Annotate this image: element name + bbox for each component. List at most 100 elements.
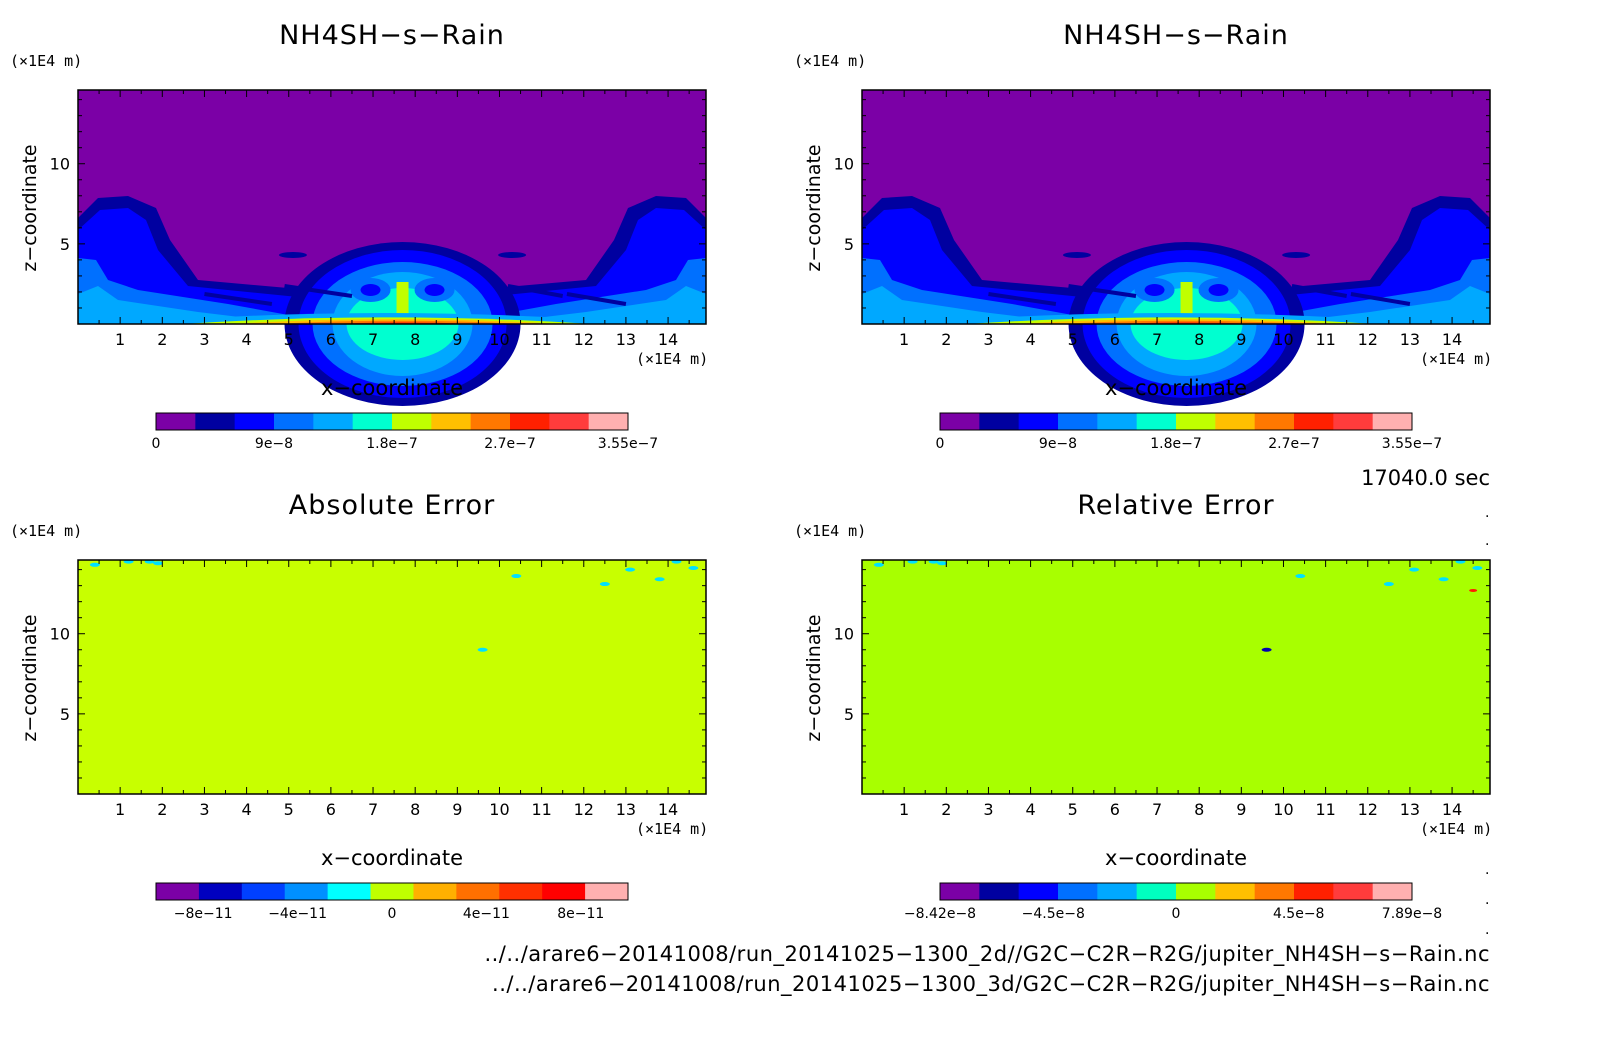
footer-file-path-1: ../../arare6−20141008/run_20141025−1300_… (484, 942, 1490, 966)
colorbar-swatch (549, 413, 590, 430)
x-tick-label: 3 (199, 330, 209, 349)
x-tick-label: 1 (899, 330, 909, 349)
streak-contour (204, 292, 273, 306)
colorbar-swatch (392, 413, 432, 430)
x-unit-label: (×1E4 m) (1420, 350, 1493, 368)
colorbar-swatch (313, 413, 354, 430)
error-blob (1438, 577, 1449, 582)
plot-frame (861, 89, 1491, 325)
x-unit-label: (×1E4 m) (1420, 820, 1493, 838)
streak-contour (1350, 292, 1411, 306)
error-blob (477, 647, 488, 652)
y-tick-label: 5 (844, 235, 854, 254)
x-tick-label: 7 (368, 800, 378, 819)
colorbar-tick-label: 4e−11 (463, 906, 510, 922)
y-unit-label: (×1E4 m) (794, 52, 867, 70)
colorbar-swatch (1372, 883, 1413, 900)
colorbar-swatch (1294, 413, 1334, 430)
colorbar-swatch (156, 413, 196, 430)
x-tick-label: 2 (157, 330, 167, 349)
y-tick-label: 5 (60, 235, 70, 254)
colorbar-swatch (499, 883, 543, 900)
colorbar-tick-label: −8e−11 (174, 906, 233, 922)
x-tick-label: 8 (1194, 800, 1204, 819)
colorbar-swatch (1136, 413, 1177, 430)
colorbar-swatch (940, 413, 980, 430)
colorbar-swatch (979, 883, 1020, 900)
streak-contour (1291, 284, 1348, 298)
surface-layer-contour (271, 320, 525, 324)
y-tick-label: 10 (50, 155, 70, 174)
x-tick-label: 3 (199, 800, 209, 819)
x-tick-label: 6 (1110, 800, 1120, 819)
x-axis-label: x−coordinate (1104, 846, 1248, 870)
x-tick-label: 10 (489, 800, 509, 819)
colorbar-tick-label: 2.7e−7 (484, 436, 536, 452)
streak-contour (1282, 252, 1311, 258)
x-axis-label: x−coordinate (320, 376, 464, 400)
x-tick-label: 4 (241, 330, 251, 349)
heatmap-field (78, 90, 706, 406)
x-tick-label: 14 (658, 330, 678, 349)
colorbar-swatch (1333, 883, 1374, 900)
x-tick-label: 13 (1400, 330, 1420, 349)
x-tick-label: 13 (616, 800, 636, 819)
error-blob (599, 582, 610, 587)
error-blob (937, 561, 948, 566)
y-tick-label: 10 (834, 155, 854, 174)
x-tick-label: 7 (1152, 330, 1162, 349)
x-tick-label: 5 (284, 330, 294, 349)
colorbar-tick-label: 1.8e−7 (366, 436, 418, 452)
colorbar-swatch (370, 883, 414, 900)
x-tick-label: 12 (574, 800, 594, 819)
dot-marker: . (1485, 533, 1490, 549)
x-tick-label: 12 (574, 330, 594, 349)
dot-marker: . (1485, 505, 1490, 521)
error-blob (1295, 574, 1306, 579)
colorbar: −8.42e−8 −4.5e−8 0 4.5e−8 7.89e−8 (904, 882, 1442, 922)
y-unit-label: (×1E4 m) (10, 522, 83, 540)
vortex-core-contour (1208, 284, 1229, 296)
panel-title: NH4SH−s−Rain (1063, 20, 1289, 51)
colorbar-swatch (1097, 883, 1138, 900)
x-tick-label: 2 (941, 330, 951, 349)
colorbar-swatch (413, 883, 457, 900)
x-tick-label: 12 (1358, 330, 1378, 349)
colorbar-tick-label: 0 (152, 436, 161, 452)
error-blob (1383, 582, 1394, 587)
colorbar-swatch (352, 413, 393, 430)
y-axis: 5 10 (834, 99, 1490, 309)
error-blob (1409, 567, 1420, 572)
dot-marker: . (1485, 922, 1490, 938)
error-blob (873, 562, 884, 567)
error-blob (625, 567, 636, 572)
colorbar-swatch (1058, 413, 1098, 430)
colorbar-swatch (1333, 413, 1374, 430)
colorbar-tick-label: 0 (1172, 906, 1181, 922)
y-tick-label: 5 (844, 705, 854, 724)
dot-marker: . (1485, 862, 1490, 878)
colorbar: −8e−11 −4e−11 0 4e−11 8e−11 (155, 882, 629, 922)
colorbar-tick-label: 9e−8 (1039, 436, 1077, 452)
heatmap-field (78, 559, 706, 794)
colorbar-tick-label: −4.5e−8 (1022, 906, 1085, 922)
colorbar-swatch (274, 413, 314, 430)
colorbar-tick-label: −8.42e−8 (904, 906, 976, 922)
panel-title: NH4SH−s−Rain (279, 20, 505, 51)
colorbar-swatch (940, 883, 980, 900)
colorbar-swatch (510, 413, 550, 430)
streak-contour (988, 292, 1057, 306)
vortex-core-contour (1144, 284, 1165, 296)
colorbar-tick-label: 3.55e−7 (1382, 436, 1442, 452)
right-plume-contour (1270, 286, 1490, 324)
colorbar-swatch (1215, 413, 1256, 430)
x-tick-label: 9 (452, 800, 462, 819)
error-blob (89, 562, 100, 567)
timestamp: 17040.0 sec (1361, 466, 1490, 490)
streak-contour (1068, 284, 1137, 298)
